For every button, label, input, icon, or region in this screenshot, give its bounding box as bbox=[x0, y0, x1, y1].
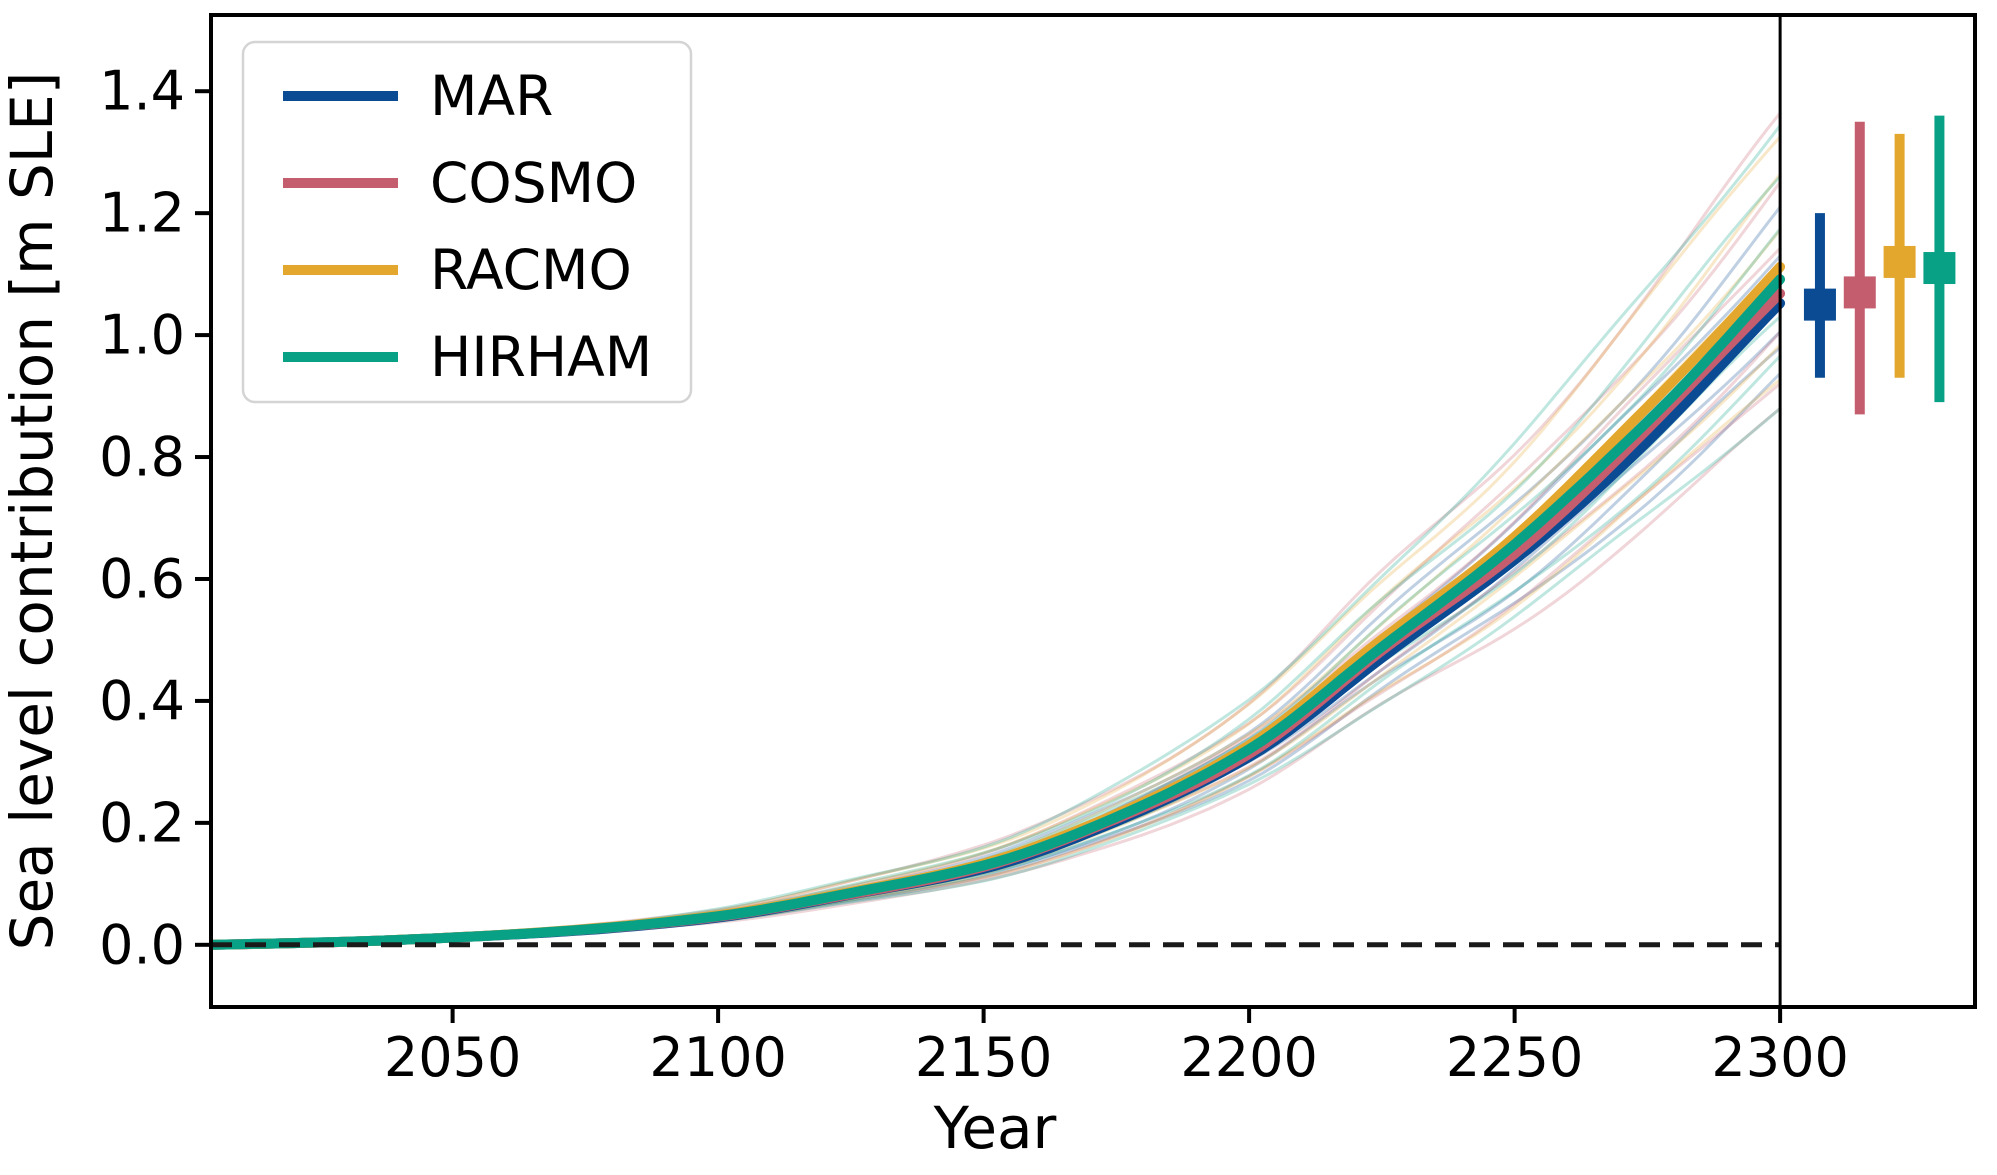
error-bar-mean-marker-cosmo bbox=[1843, 276, 1876, 309]
legend-box bbox=[241, 40, 693, 404]
mean-lines bbox=[208, 261, 1786, 950]
mean-line-hirham bbox=[208, 274, 1786, 950]
y-tick-label: 0.6 bbox=[99, 547, 185, 610]
y-tick-label: 0.0 bbox=[99, 913, 185, 976]
legend-label-mar: MAR bbox=[430, 64, 553, 128]
x-tick-label: 2150 bbox=[915, 1026, 1052, 1089]
x-axis-label: Year bbox=[933, 1094, 1057, 1162]
y-tick-label: 0.4 bbox=[99, 669, 185, 732]
error-bars bbox=[1803, 115, 1956, 415]
legend: MAR COSMO RACMO HIRHAM bbox=[241, 40, 693, 404]
error-bar-mean-marker-hirham bbox=[1923, 252, 1956, 285]
axes-frame: 2050 2100 2150 2200 2250 2300 0.0 0.2 0.4 0.6 0.8 1… bbox=[99, 13, 1977, 1089]
x-tick-label: 2300 bbox=[1711, 1026, 1848, 1089]
error-bar-mean-marker-racmo bbox=[1883, 245, 1916, 278]
y-tick-label: 1.0 bbox=[99, 304, 185, 367]
plot-spines bbox=[209, 13, 1977, 1009]
y-tick-label: 0.2 bbox=[99, 791, 185, 854]
y-tick-label: 1.2 bbox=[99, 182, 185, 245]
y-tick-label: 0.8 bbox=[99, 426, 185, 489]
y-axis-label: Sea level contribution [m SLE] bbox=[0, 72, 66, 951]
y-tick-label: 1.4 bbox=[99, 60, 185, 123]
x-tick-label: 2250 bbox=[1446, 1026, 1583, 1089]
error-bar-mean-marker-mar bbox=[1803, 288, 1836, 321]
legend-label-racmo: RACMO bbox=[430, 238, 632, 302]
legend-label-hirham: HIRHAM bbox=[430, 325, 652, 389]
legend-label-cosmo: COSMO bbox=[430, 151, 637, 215]
x-tick-label: 2100 bbox=[649, 1026, 786, 1089]
x-tick-label: 2200 bbox=[1180, 1026, 1317, 1089]
x-tick-label: 2050 bbox=[384, 1026, 521, 1089]
